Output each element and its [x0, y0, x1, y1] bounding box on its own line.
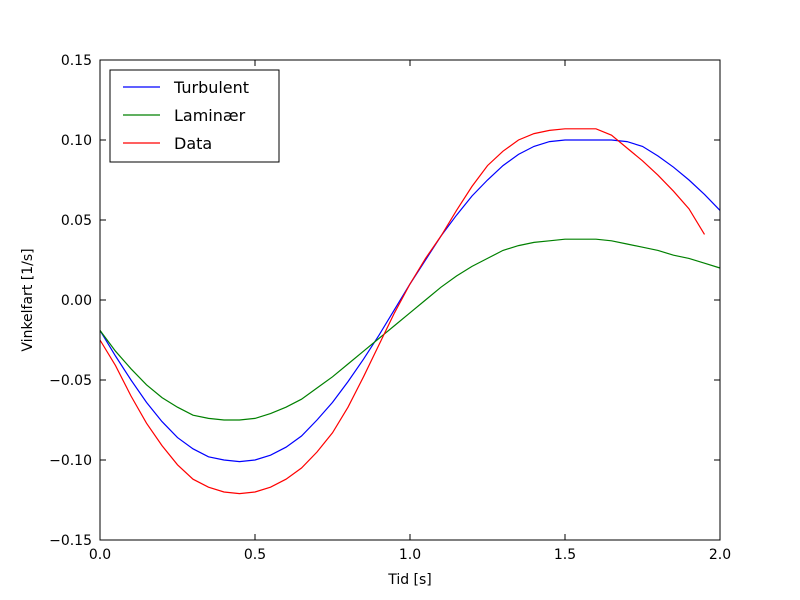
y-tick-label: 0.10: [61, 133, 92, 149]
legend: Turbulent Laminær Data: [109, 69, 280, 163]
x-axis-label: Tid [s]: [387, 572, 432, 588]
x-tick-label: 1.5: [554, 547, 576, 563]
x-tick-label: 1.0: [399, 547, 421, 563]
x-tick-label: 0.5: [244, 547, 266, 563]
y-tick-label: −0.05: [49, 373, 92, 389]
axis-ticks: 0.0 0.5 1.0 1.5 2.0 0.15 0.10 0.05 0.00 −0.05 −0.1…: [49, 53, 731, 563]
x-tick-label: 0.0: [89, 547, 111, 563]
series-line-1: [99, 238, 721, 421]
y-axis-label: Vinkelfart [1/s]: [20, 248, 36, 351]
y-tick-label: −0.10: [49, 453, 92, 469]
legend-box: [109, 69, 280, 163]
y-tick-label: 0.00: [61, 293, 92, 309]
plot-lines: [99, 128, 721, 495]
series-line-2: [99, 128, 706, 495]
legend-label: Laminær: [174, 106, 246, 125]
y-tick-label: 0.05: [61, 213, 92, 229]
legend-label: Data: [174, 134, 212, 153]
x-tick-label: 2.0: [709, 547, 731, 563]
legend-label: Turbulent: [173, 78, 249, 97]
y-tick-label: −0.15: [49, 533, 92, 549]
y-tick-label: 0.15: [61, 53, 92, 69]
